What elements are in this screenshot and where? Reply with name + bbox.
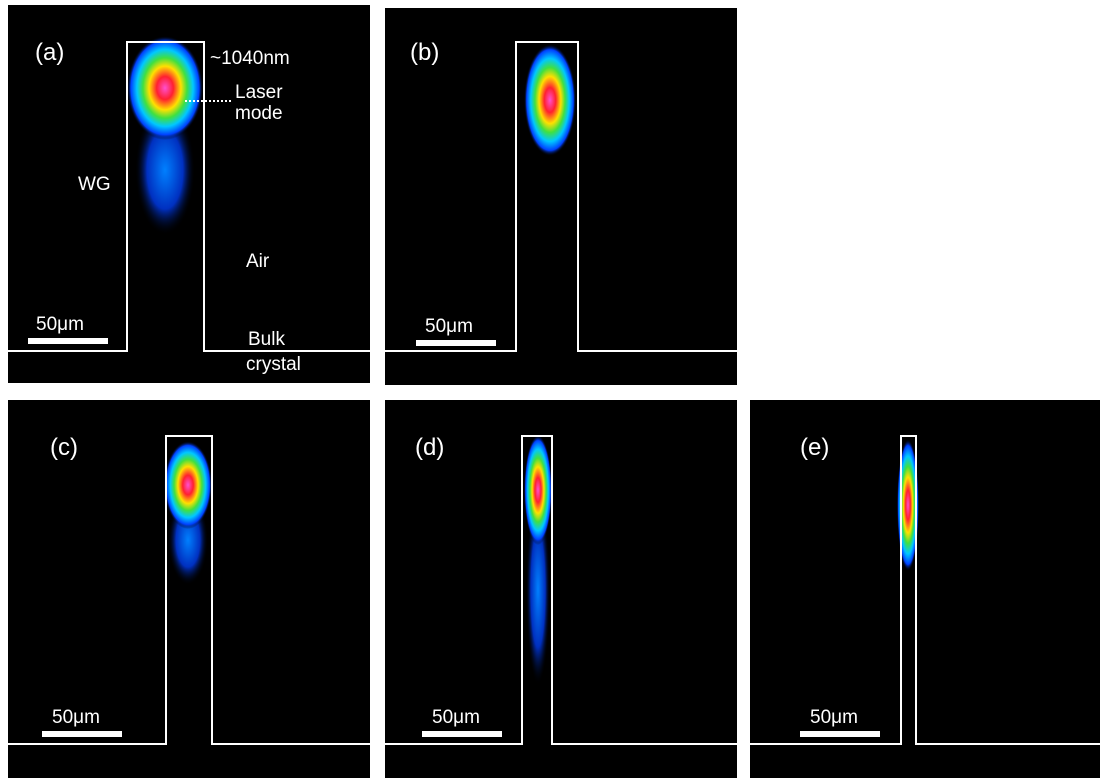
ridge-outline [750, 435, 1100, 745]
mode-profile [897, 439, 919, 571]
panel-label: (d) [415, 434, 444, 461]
bulk-label: crystal [246, 354, 301, 375]
scale-label: 50μm [36, 314, 84, 335]
mode-tail [526, 495, 550, 685]
panel-label: (b) [410, 39, 439, 66]
panel-c: 50μm (c) [8, 400, 370, 778]
mode-profile [164, 441, 212, 529]
air-label: Air [246, 251, 270, 272]
panel-a: 50μm (a) ~1040nm Laser mode WG Air Bulk … [8, 5, 370, 383]
scale-bar [422, 731, 502, 737]
scale-bar [416, 340, 496, 346]
bulk-label: Bulk [248, 329, 285, 350]
panel-d: 50μm (d) [385, 400, 737, 778]
ridge-outline [8, 435, 370, 745]
panel-e: 50μm (e) [750, 400, 1100, 778]
scale-bar [28, 338, 108, 344]
ridge-outline [385, 435, 737, 745]
scale-label: 50μm [810, 707, 858, 728]
panel-label: (c) [50, 434, 78, 461]
scale-label: 50μm [432, 707, 480, 728]
scale-bar [42, 731, 122, 737]
scale-label: 50μm [425, 316, 473, 337]
panel-label: (a) [35, 39, 64, 66]
waveguide-label: WG [78, 174, 111, 195]
panel-background [750, 400, 1100, 778]
scale-bar [800, 731, 880, 737]
ridge-outline [385, 41, 737, 352]
wavelength-label: ~1040nm [210, 48, 290, 69]
mode-profile [127, 36, 203, 140]
laser-mode-label: Laser [235, 82, 283, 103]
mode-profile [524, 44, 576, 156]
panel-label: (e) [800, 434, 829, 461]
mode-tail [135, 105, 195, 235]
laser-mode-label: mode [235, 103, 283, 124]
scale-label: 50μm [52, 707, 100, 728]
panel-b: 50μm (b) [385, 8, 737, 385]
ridge-outline [8, 41, 370, 352]
panel-background [385, 400, 737, 778]
mode-profile [524, 435, 552, 545]
